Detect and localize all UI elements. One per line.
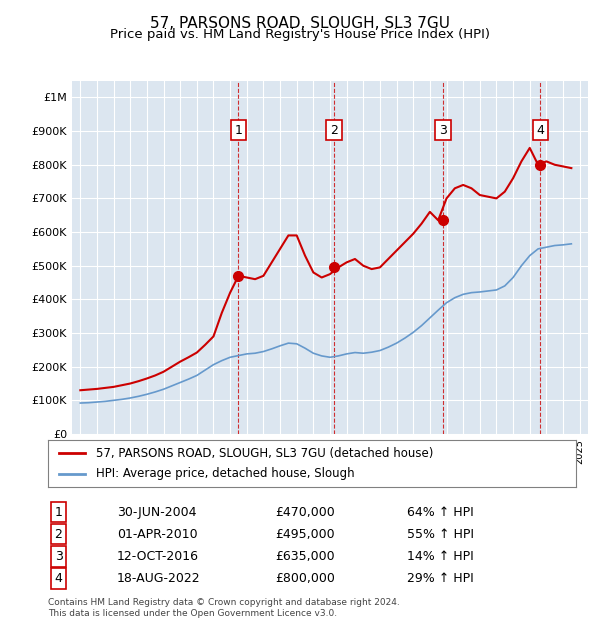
Text: 4: 4 [55, 572, 62, 585]
Text: 57, PARSONS ROAD, SLOUGH, SL3 7GU (detached house): 57, PARSONS ROAD, SLOUGH, SL3 7GU (detac… [95, 447, 433, 459]
Text: 3: 3 [55, 550, 62, 563]
Text: £635,000: £635,000 [275, 550, 335, 563]
Text: 12-OCT-2016: 12-OCT-2016 [116, 550, 199, 563]
Text: Contains HM Land Registry data © Crown copyright and database right 2024.
This d: Contains HM Land Registry data © Crown c… [48, 598, 400, 618]
Text: £800,000: £800,000 [275, 572, 335, 585]
Text: Price paid vs. HM Land Registry's House Price Index (HPI): Price paid vs. HM Land Registry's House … [110, 28, 490, 41]
Text: 3: 3 [439, 123, 447, 136]
Text: £470,000: £470,000 [275, 506, 335, 518]
Text: HPI: Average price, detached house, Slough: HPI: Average price, detached house, Slou… [95, 467, 354, 480]
Text: 1: 1 [235, 123, 242, 136]
Text: 1: 1 [55, 506, 62, 518]
Text: 2: 2 [55, 528, 62, 541]
Text: 18-AUG-2022: 18-AUG-2022 [116, 572, 200, 585]
Text: 4: 4 [536, 123, 544, 136]
Text: 14% ↑ HPI: 14% ↑ HPI [407, 550, 474, 563]
Text: 55% ↑ HPI: 55% ↑ HPI [407, 528, 474, 541]
Text: 57, PARSONS ROAD, SLOUGH, SL3 7GU: 57, PARSONS ROAD, SLOUGH, SL3 7GU [150, 16, 450, 30]
Text: 30-JUN-2004: 30-JUN-2004 [116, 506, 196, 518]
Text: 29% ↑ HPI: 29% ↑ HPI [407, 572, 474, 585]
Text: £495,000: £495,000 [275, 528, 335, 541]
Text: 64% ↑ HPI: 64% ↑ HPI [407, 506, 474, 518]
Text: 2: 2 [330, 123, 338, 136]
Text: 01-APR-2010: 01-APR-2010 [116, 528, 197, 541]
